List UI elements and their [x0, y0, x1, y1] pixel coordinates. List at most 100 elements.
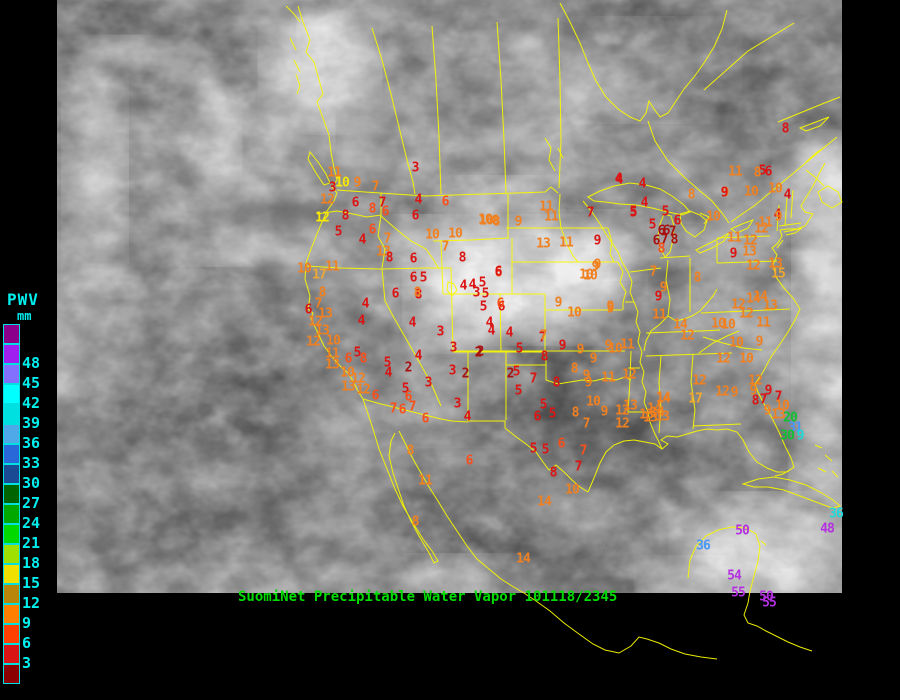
station-value: 8 [751, 393, 760, 409]
station-value: 55 [762, 595, 777, 611]
legend-value: 36 [22, 434, 41, 452]
station-value: 13 [315, 323, 330, 339]
station-value: 10 [479, 213, 494, 229]
station-value: 7 [759, 392, 768, 408]
legend-swatch [3, 664, 20, 684]
station-value: 9 [796, 428, 805, 444]
station-value: 6 [652, 233, 661, 249]
station-value: 5 [548, 406, 557, 422]
station-value: 12 [351, 371, 366, 387]
station-value: 5 [514, 383, 523, 399]
station-value: 3 [411, 160, 420, 176]
station-value: 2 [476, 344, 485, 360]
station-value: 6 [421, 411, 430, 427]
station-value: 4 [357, 313, 366, 329]
station-value: 7 [574, 459, 583, 475]
station-value: 11 [325, 346, 340, 362]
station-value: 10 [775, 398, 790, 414]
station-value: 6 [494, 264, 503, 280]
station-value: 10 [729, 335, 744, 351]
legend-value: 33 [22, 454, 41, 472]
legend-entry: 36 [3, 424, 63, 452]
station-value: 9 [659, 280, 668, 296]
station-value: 13 [771, 407, 786, 423]
station-value: 6 [662, 223, 671, 239]
station-value: 10 [711, 316, 726, 332]
legend-value: 12 [22, 594, 41, 612]
station-value: 6 [441, 194, 450, 210]
station-value: 5 [758, 163, 767, 179]
station-value: 11 [758, 215, 773, 231]
station-value: 13 [318, 306, 333, 322]
station-value: 9 [764, 383, 773, 399]
station-value: 11 [418, 473, 433, 489]
legend-entry: 42 [3, 384, 63, 412]
station-value: 11 [728, 164, 743, 180]
legend-value: 30 [22, 474, 41, 492]
station-value: 7 [579, 443, 588, 459]
station-value: 9 [749, 383, 758, 399]
station-value: 4 [463, 409, 472, 425]
station-value: 55 [731, 585, 746, 601]
station-value: 9 [554, 295, 563, 311]
station-value: 4 [773, 207, 782, 223]
station-value: 13 [341, 379, 356, 395]
station-value: 9 [593, 257, 602, 273]
station-value: 3 [436, 324, 445, 340]
station-value: 9 [730, 385, 739, 401]
station-value: 50 [735, 523, 750, 539]
station-value: 13 [639, 407, 654, 423]
station-value: 3 [472, 285, 481, 301]
station-value: 5 [383, 355, 392, 371]
station-value: 7 [649, 264, 658, 280]
legend-swatch [3, 444, 20, 464]
station-value: 6 [368, 222, 377, 238]
station-value: 10 [706, 209, 721, 225]
legend-value: 24 [22, 514, 41, 532]
station-value: 12 [680, 328, 695, 344]
station-value: 10 [567, 305, 582, 321]
station-value: 6 [391, 286, 400, 302]
station-value: 6 [673, 213, 682, 229]
station-value: 8 [552, 375, 561, 391]
station-value: 4 [615, 172, 624, 188]
legend-entry: 6 [3, 624, 63, 652]
legend-entry: 15 [3, 564, 63, 592]
legend-entry: 24 [3, 504, 63, 532]
station-value: 2 [404, 360, 413, 376]
station-value: 6 [344, 351, 353, 367]
station-value: 4 [640, 195, 649, 211]
station-value: 7 [538, 330, 547, 346]
station-value: 12 [320, 192, 335, 208]
station-value: 8 [491, 213, 500, 229]
station-value: 12 [748, 373, 763, 389]
station-value: 48 [820, 521, 835, 537]
legend-swatch [3, 344, 20, 364]
legend-entry: 39 [3, 404, 63, 432]
station-value: 13 [768, 256, 783, 272]
station-value: 6 [764, 164, 773, 180]
legend-value: 45 [22, 374, 41, 392]
station-value: 7 [668, 224, 677, 240]
station-value: 11 [539, 199, 554, 215]
station-value: 5 [512, 364, 521, 380]
station-value: 5 [648, 217, 657, 233]
station-value: 10 [768, 181, 783, 197]
station-value: 7 [774, 389, 783, 405]
station-value: 10 [565, 482, 580, 498]
station-value: 8 [657, 241, 666, 257]
station-value: 9 [589, 351, 598, 367]
station-value: 12 [715, 384, 730, 400]
station-value: 13 [536, 236, 551, 252]
station-value: 9 [606, 299, 615, 315]
legend-value: 3 [22, 654, 32, 672]
station-value: 10 [297, 261, 312, 277]
legend-swatch [3, 504, 20, 524]
station-value: 17 [312, 267, 327, 283]
station-value: 9 [600, 404, 609, 420]
station-value: 6 [496, 296, 505, 312]
station-value: 8 [670, 232, 679, 248]
station-value: 8 [693, 270, 702, 286]
station-value: 12 [306, 334, 321, 350]
station-value: 8 [359, 351, 368, 367]
